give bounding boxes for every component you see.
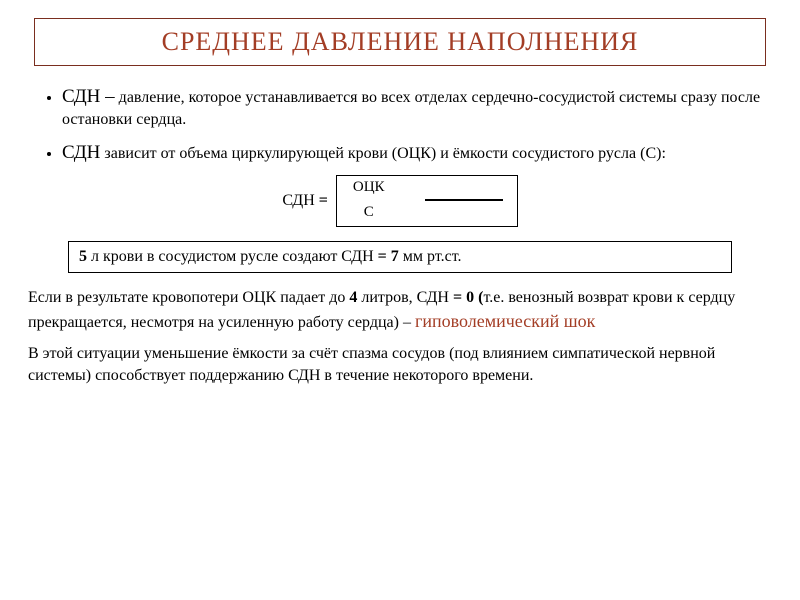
fraction-numerator: ОЦК bbox=[349, 178, 389, 197]
shock-term: гиповолемический шок bbox=[415, 311, 595, 331]
page-title: СРЕДНЕЕ ДАВЛЕНИЕ НАПОЛНЕНИЯ bbox=[45, 27, 755, 57]
fraction-denominator: С bbox=[360, 203, 378, 222]
p1-t1: Если в результате кровопотери ОЦК падает… bbox=[28, 289, 349, 306]
note-text-1: л крови в сосудистом русле создают СДН bbox=[87, 248, 378, 265]
fraction-line bbox=[425, 199, 503, 201]
paragraph-1: Если в результате кровопотери ОЦК падает… bbox=[28, 287, 772, 333]
bullet-item-2: СДН зависит от объема циркулирующей кров… bbox=[62, 140, 772, 165]
bullet-text-1: давление, которое устанавливается во все… bbox=[62, 89, 760, 128]
bullet-lead-1: СДН – bbox=[62, 86, 115, 107]
bullet-text-2: зависит от объема циркулирующей крови (О… bbox=[100, 145, 665, 162]
paragraph-2: В этой ситуации уменьшение ёмкости за сч… bbox=[28, 343, 772, 386]
slide: СРЕДНЕЕ ДАВЛЕНИЕ НАПОЛНЕНИЯ СДН – давлен… bbox=[0, 0, 800, 600]
formula-lhs: СДН bbox=[282, 192, 314, 209]
formula-row: СДН = ОЦК С bbox=[28, 175, 772, 227]
formula-box: ОЦК С bbox=[336, 175, 518, 227]
title-box: СРЕДНЕЕ ДАВЛЕНИЕ НАПОЛНЕНИЯ bbox=[34, 18, 766, 66]
formula-label: СДН = bbox=[282, 192, 327, 210]
p1-b2: = 0 ( bbox=[453, 289, 483, 306]
bullet-list: СДН – давление, которое устанавливается … bbox=[28, 84, 772, 165]
bullet-item-1: СДН – давление, которое устанавливается … bbox=[62, 84, 772, 130]
note-box: 5 л крови в сосудистом русле создают СДН… bbox=[68, 241, 732, 273]
formula-eq: = bbox=[315, 192, 328, 209]
bullet-lead-2: СДН bbox=[62, 142, 100, 163]
note-text-2: мм рт.ст. bbox=[399, 248, 462, 265]
note-bold-2: = 7 bbox=[378, 248, 399, 265]
fraction: ОЦК С bbox=[347, 178, 503, 222]
note-bold-1: 5 bbox=[79, 248, 87, 265]
p1-t2: литров, СДН bbox=[357, 289, 453, 306]
